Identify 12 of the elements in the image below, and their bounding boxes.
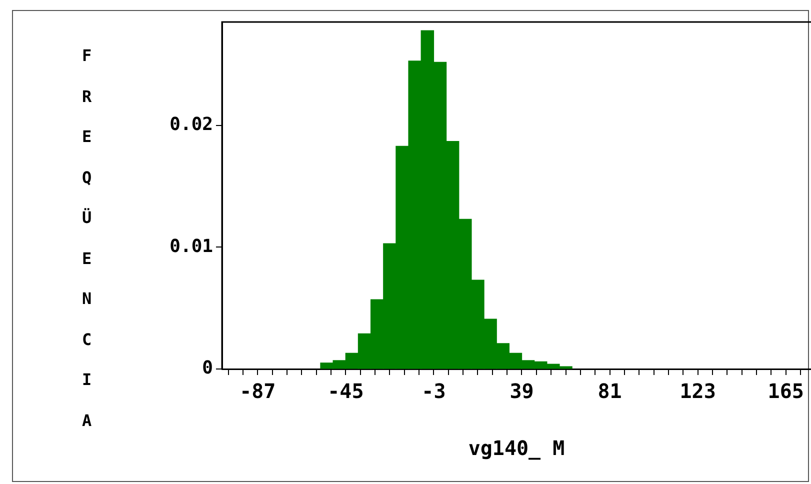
x-tick-label: 39 bbox=[510, 379, 534, 404]
text: FREQÜENCIA bbox=[82, 46, 92, 430]
y-tick-label: 0.01 bbox=[170, 236, 213, 257]
x-tick-label: -87 bbox=[240, 379, 276, 404]
x-axis-title: vg140_ M bbox=[467, 436, 566, 460]
x-tick-label: 165 bbox=[768, 379, 804, 404]
y-tick-label: 0 bbox=[202, 358, 213, 379]
y-tick-label: 0.02 bbox=[170, 114, 213, 136]
x-tick-label: 123 bbox=[680, 379, 716, 404]
x-tick-label: -45 bbox=[328, 379, 364, 404]
x-tick-label: -3 bbox=[422, 379, 446, 404]
x-tick-label: 81 bbox=[598, 379, 622, 404]
